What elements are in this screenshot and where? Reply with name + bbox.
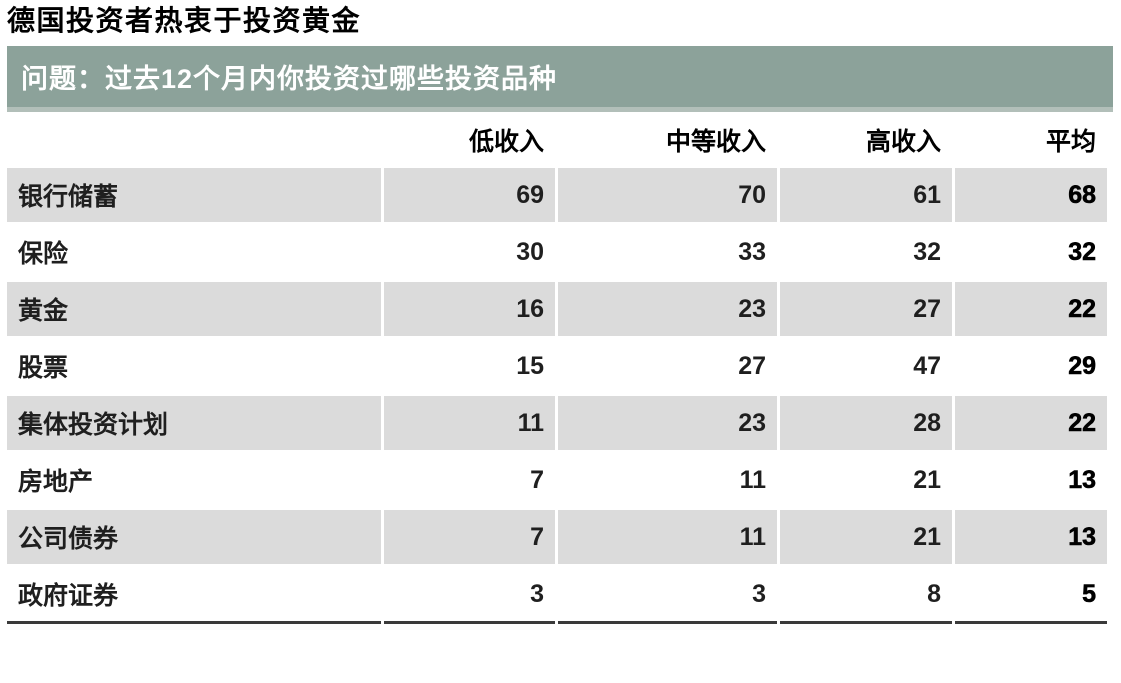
cell-average: 29 [955,339,1107,393]
row-label: 房地产 [7,453,381,507]
cell-average: 68 [955,168,1107,222]
cell-average: 22 [955,396,1107,450]
cell-value: 11 [558,453,777,507]
cell-value: 8 [780,567,952,624]
table-header-row: 低收入 中等收入 高收入 平均 [7,115,1107,165]
row-label: 政府证券 [7,567,381,624]
cell-value: 15 [384,339,555,393]
table-row-real-estate: 房地产 7 11 21 13 [7,453,1107,507]
table-row-collective-investment: 集体投资计划 11 23 28 22 [7,396,1107,450]
investment-table: 低收入 中等收入 高收入 平均 银行储蓄 69 70 61 68 保险 30 3… [4,112,1110,627]
row-label: 黄金 [7,282,381,336]
cell-value: 69 [384,168,555,222]
col-header-low-income: 低收入 [384,115,555,165]
cell-value: 28 [780,396,952,450]
cell-value: 61 [780,168,952,222]
col-header-middle-income: 中等收入 [558,115,777,165]
corner-cell [7,115,381,165]
row-label: 保险 [7,225,381,279]
report-figure: 德国投资者热衷于投资黄金 问题：过去12个月内你投资过哪些投资品种 低收入 中等… [0,6,1121,627]
cell-value: 11 [558,510,777,564]
cell-average: 13 [955,453,1107,507]
row-label: 股票 [7,339,381,393]
cell-average: 22 [955,282,1107,336]
cell-value: 11 [384,396,555,450]
cell-value: 47 [780,339,952,393]
cell-value: 21 [780,510,952,564]
row-label: 公司债券 [7,510,381,564]
table-row-corporate-bonds: 公司债券 7 11 21 13 [7,510,1107,564]
col-header-average: 平均 [955,115,1107,165]
table-row-insurance: 保险 30 33 32 32 [7,225,1107,279]
cell-average: 5 [955,567,1107,624]
cell-value: 33 [558,225,777,279]
cell-value: 27 [558,339,777,393]
cell-value: 32 [780,225,952,279]
cell-average: 13 [955,510,1107,564]
cell-value: 16 [384,282,555,336]
cell-value: 23 [558,282,777,336]
row-label: 银行储蓄 [7,168,381,222]
table-row-government-securities: 政府证券 3 3 8 5 [7,567,1107,624]
cell-value: 21 [780,453,952,507]
cell-value: 70 [558,168,777,222]
col-header-high-income: 高收入 [780,115,952,165]
table-row-gold: 黄金 16 23 27 22 [7,282,1107,336]
question-banner-text: 问题：过去12个月内你投资过哪些投资品种 [21,64,558,94]
cell-value: 30 [384,225,555,279]
table-row-bank-savings: 银行储蓄 69 70 61 68 [7,168,1107,222]
cell-value: 27 [780,282,952,336]
cell-value: 23 [558,396,777,450]
cell-value: 3 [384,567,555,624]
page-title: 德国投资者热衷于投资黄金 [7,5,362,36]
question-banner: 问题：过去12个月内你投资过哪些投资品种 [7,46,1113,112]
cell-value: 3 [558,567,777,624]
row-label: 集体投资计划 [7,396,381,450]
cell-value: 7 [384,510,555,564]
cell-average: 32 [955,225,1107,279]
table-row-stocks: 股票 15 27 47 29 [7,339,1107,393]
cell-value: 7 [384,453,555,507]
